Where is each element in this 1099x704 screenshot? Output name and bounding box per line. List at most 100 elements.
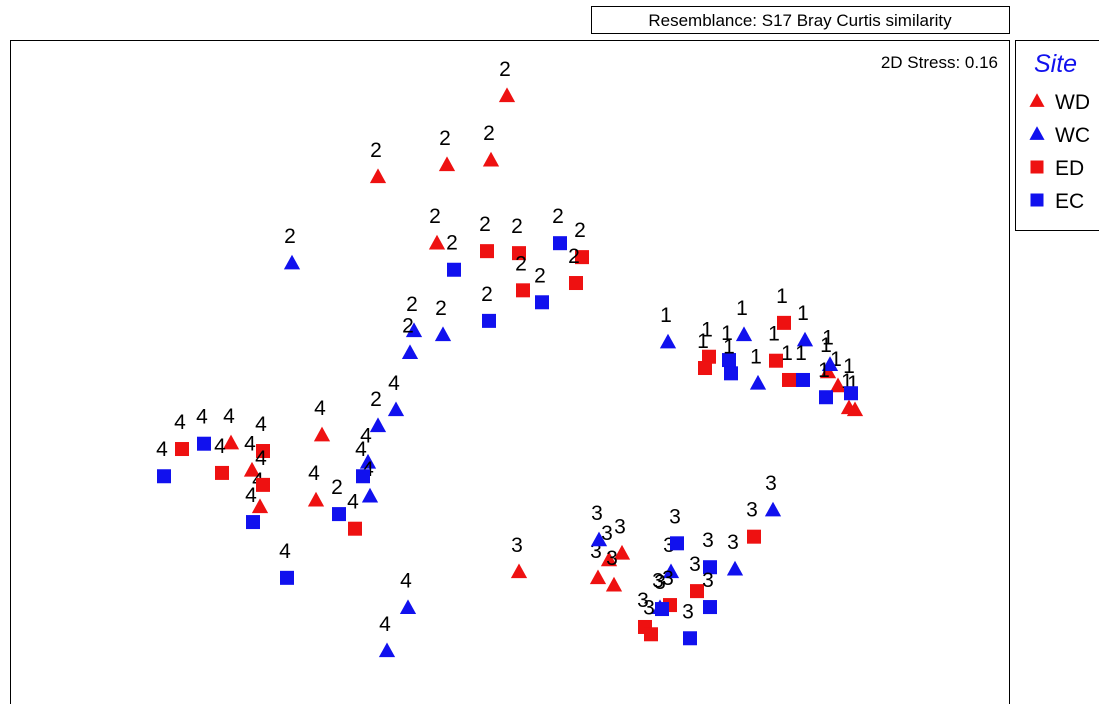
triangle-marker (399, 599, 417, 615)
triangle-marker (482, 151, 500, 167)
point-label: 2 (479, 213, 491, 236)
square-marker (575, 250, 589, 265)
triangle-marker (243, 461, 261, 477)
triangle-marker (1029, 93, 1045, 107)
point-label: 2 (370, 139, 382, 162)
square-marker (782, 372, 796, 387)
triangle-marker (600, 551, 618, 567)
point-label: 4 (379, 613, 391, 636)
point-label: 1 (822, 327, 834, 350)
point-label: 1 (697, 330, 709, 353)
triangle-marker (821, 356, 839, 371)
square-marker (569, 276, 583, 291)
point-label: 1 (843, 355, 855, 378)
square-marker (655, 602, 669, 617)
point-label: 4 (223, 405, 235, 428)
square-marker (777, 315, 791, 330)
square-marker (819, 390, 833, 405)
point-label: 1 (818, 359, 830, 382)
triangle-marker (796, 331, 814, 347)
square-marker (702, 349, 716, 364)
point-label: 2 (568, 245, 580, 268)
point-label: 4 (314, 397, 326, 420)
square-marker (703, 600, 717, 615)
plot-frame (10, 40, 1010, 704)
point-label: 3 (663, 534, 675, 557)
square-marker (644, 627, 658, 642)
point-label: 3 (682, 600, 694, 623)
square-marker (796, 372, 810, 387)
point-label: 3 (669, 505, 681, 528)
point-label: 4 (214, 435, 226, 458)
square-marker (480, 244, 494, 259)
square-marker (280, 570, 294, 585)
point-label: 1 (841, 370, 853, 393)
point-label: 1 (781, 342, 793, 365)
triangle-marker (510, 563, 528, 579)
point-label: 1 (701, 319, 713, 342)
point-label: 2 (284, 225, 296, 248)
legend-title: Site (1034, 50, 1077, 78)
point-label: 1 (723, 335, 735, 358)
square-marker (698, 361, 712, 376)
triangle-marker (307, 491, 325, 507)
point-label: 1 (736, 297, 748, 320)
square-marker (844, 386, 858, 401)
triangle-marker (1029, 126, 1045, 140)
square-marker (447, 262, 461, 277)
triangle-marker (387, 401, 405, 417)
point-label: 2 (435, 297, 447, 320)
point-label: 3 (746, 499, 758, 522)
triangle-marker (369, 168, 387, 184)
triangle-marker (378, 642, 396, 658)
point-label: 3 (601, 522, 613, 545)
point-label: 3 (702, 529, 714, 552)
point-label: 4 (244, 432, 256, 455)
triangle-marker (401, 344, 419, 360)
square-marker (197, 436, 211, 451)
point-label: 2 (483, 122, 495, 145)
point-label: 4 (245, 484, 257, 507)
square-marker (256, 444, 270, 459)
triangle-marker (829, 377, 847, 393)
legend-label: WD (1055, 91, 1090, 114)
point-label: 4 (255, 447, 267, 470)
point-label: 4 (196, 406, 208, 429)
point-label: 2 (429, 205, 441, 228)
point-label: 3 (765, 472, 777, 495)
square-marker (256, 477, 270, 492)
square-marker (356, 469, 370, 484)
point-label: 2 (515, 252, 527, 275)
point-label: 4 (388, 372, 400, 395)
triangle-marker (589, 569, 607, 585)
square-marker (690, 584, 704, 599)
point-label: 1 (820, 334, 832, 357)
point-label: 2 (370, 388, 382, 411)
point-label: 1 (750, 345, 762, 368)
point-label: 3 (702, 569, 714, 592)
point-label: 3 (643, 596, 655, 619)
point-label: 4 (308, 462, 320, 485)
square-marker (703, 560, 717, 575)
triangle-marker (726, 560, 744, 576)
point-label: 4 (347, 491, 359, 514)
point-label: 1 (795, 342, 807, 365)
square-marker (246, 515, 260, 530)
square-marker (215, 465, 229, 480)
square-marker (535, 295, 549, 310)
point-label: 2 (439, 127, 451, 150)
point-label: 4 (355, 438, 367, 461)
triangle-marker (222, 434, 240, 450)
point-label: 1 (847, 372, 859, 395)
triangle-marker (434, 326, 452, 342)
square-marker (157, 469, 171, 484)
point-label: 2 (552, 205, 564, 228)
point-label: 2 (511, 215, 523, 238)
square-marker (348, 521, 362, 536)
square-marker (175, 442, 189, 457)
point-label: 1 (721, 322, 733, 345)
triangle-marker (369, 417, 387, 433)
point-label: 3 (614, 515, 626, 538)
square-marker (516, 283, 530, 298)
